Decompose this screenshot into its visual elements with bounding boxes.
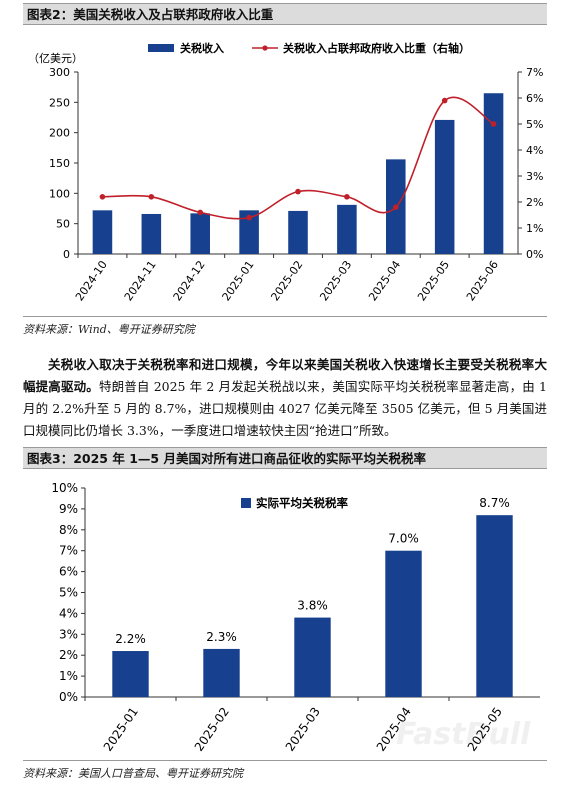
y-tick-label-right: 0% xyxy=(526,248,543,261)
y-tick-label: 10% xyxy=(51,481,78,495)
y-tick-label-right: 7% xyxy=(526,66,543,79)
y-tick-label: 3% xyxy=(59,627,78,641)
y-tick-label-right: 3% xyxy=(526,170,543,183)
y-tick-label-right: 4% xyxy=(526,144,543,157)
data-label: 7.0% xyxy=(388,532,419,546)
x-tick-label: 2025-06 xyxy=(464,258,501,303)
y-tick-label-left: 100 xyxy=(49,187,70,200)
legend-label: 实际平均关税税率 xyxy=(256,496,348,510)
y-tick-label: 5% xyxy=(59,586,78,600)
bar xyxy=(203,648,240,697)
data-label: 2.2% xyxy=(115,632,146,646)
y-tick-label-left: 50 xyxy=(56,218,70,231)
y-tick-label: 7% xyxy=(59,544,78,558)
legend-bar-swatch xyxy=(148,44,174,52)
figure2-caption: 图表2：美国关税收入及占联邦政府收入比重 xyxy=(23,3,547,25)
data-label: 3.8% xyxy=(297,599,328,613)
body-paragraph: 关税收入取决于关税税率和进口规模，今年以来美国关税收入快速增长主要受关税税率大幅… xyxy=(23,354,547,442)
figure2-chart: 0 50 100 150 200 250 300 0% 1% 2% 3% 4% 5% 6% 7% （亿美元） 关… xyxy=(28,41,543,303)
bar xyxy=(112,651,149,697)
x-tick-label: 2025-02 xyxy=(268,258,305,303)
y-tick-label-right: 6% xyxy=(526,92,543,105)
y-tick-label: 2% xyxy=(59,648,78,662)
x-tick-label: 2025-05 xyxy=(415,258,452,303)
x-tick-label: 2024-11 xyxy=(122,258,159,303)
line-point xyxy=(99,194,106,200)
y-tick-label: 8% xyxy=(59,523,78,537)
line-point xyxy=(197,209,204,216)
figure3-caption: 图表3：2025 年 1—5 月美国对所有进口商品征收的实际平均关税税率 xyxy=(23,447,547,469)
bar xyxy=(141,213,162,254)
legend-line-marker xyxy=(262,45,268,51)
bar xyxy=(239,210,259,254)
y-tick-label-left: 0 xyxy=(63,248,70,261)
figure3-source-rule xyxy=(23,760,547,761)
bar xyxy=(385,550,422,697)
y-tick-label-left: 150 xyxy=(49,157,70,170)
bar xyxy=(476,515,513,697)
series-line xyxy=(102,96,494,220)
y-tick-label: 9% xyxy=(59,502,78,516)
x-tick-label: 2025-02 xyxy=(192,705,232,754)
x-tick-label: 2025-01 xyxy=(101,705,141,754)
watermark-logo: FastBull xyxy=(396,717,531,752)
line-point xyxy=(344,194,350,200)
y-tick-label-left: 250 xyxy=(49,96,70,109)
legend-bar-label: 关税收入 xyxy=(180,41,224,55)
paragraph-lead: 关税收入取决于关税税率和进口规模，今年以来美国关税收入快速增长主要受关税税率大幅… xyxy=(23,357,547,394)
line-point xyxy=(490,121,497,127)
x-tick-label: 2025-03 xyxy=(283,705,323,754)
line-point xyxy=(392,204,399,210)
line-point xyxy=(295,188,301,195)
y-axis-unit-label: （亿美元） xyxy=(28,52,83,65)
y-tick-label-right: 1% xyxy=(526,222,543,235)
bar xyxy=(190,213,210,254)
y-tick-label: 6% xyxy=(59,565,78,579)
data-label: 2.3% xyxy=(206,630,237,644)
bar xyxy=(337,204,357,254)
figure2-source: 资料来源：Wind、粤开证券研究院 xyxy=(23,323,195,336)
legend-swatch xyxy=(241,498,251,508)
figure3-chart: 0% 1% 2% 3% 4% 5% 6% 7% 8% 9% 10% 实际平均关税税率 2.2% 2025-… xyxy=(51,481,540,754)
y-tick-label: 1% xyxy=(59,669,78,683)
x-tick-label: 2025-04 xyxy=(366,258,403,303)
x-tick-label: 2024-12 xyxy=(171,258,208,303)
y-tick-label-left: 200 xyxy=(49,127,70,140)
x-tick-label: 2025-01 xyxy=(220,258,257,303)
legend-line-label: 关税收入占联邦政府收入比重（右轴） xyxy=(283,41,470,55)
bar xyxy=(483,93,504,254)
figure2-source-rule xyxy=(23,316,547,317)
y-tick-label: 4% xyxy=(59,606,78,620)
bar xyxy=(92,210,113,254)
bar xyxy=(294,617,331,697)
data-label: 8.7% xyxy=(479,496,510,510)
y-tick-label-right: 5% xyxy=(526,118,543,131)
bar xyxy=(434,119,455,254)
line-point xyxy=(148,194,155,200)
paragraph-body: 特朗普自 2025 年 2 月发起关税战以来，美国实际平均关税税率显著走高，由 … xyxy=(23,379,547,438)
y-tick-label: 0% xyxy=(59,690,78,704)
x-tick-label: 2024-10 xyxy=(73,258,110,303)
y-tick-label-left: 300 xyxy=(49,66,70,79)
line-point xyxy=(441,97,448,104)
y-tick-label-right: 2% xyxy=(526,196,543,209)
line-point xyxy=(246,214,252,221)
bar xyxy=(288,210,308,254)
x-tick-label: 2025-03 xyxy=(317,258,354,303)
figure3-source: 资料来源：美国人口普查局、粤开证券研究院 xyxy=(23,767,243,780)
